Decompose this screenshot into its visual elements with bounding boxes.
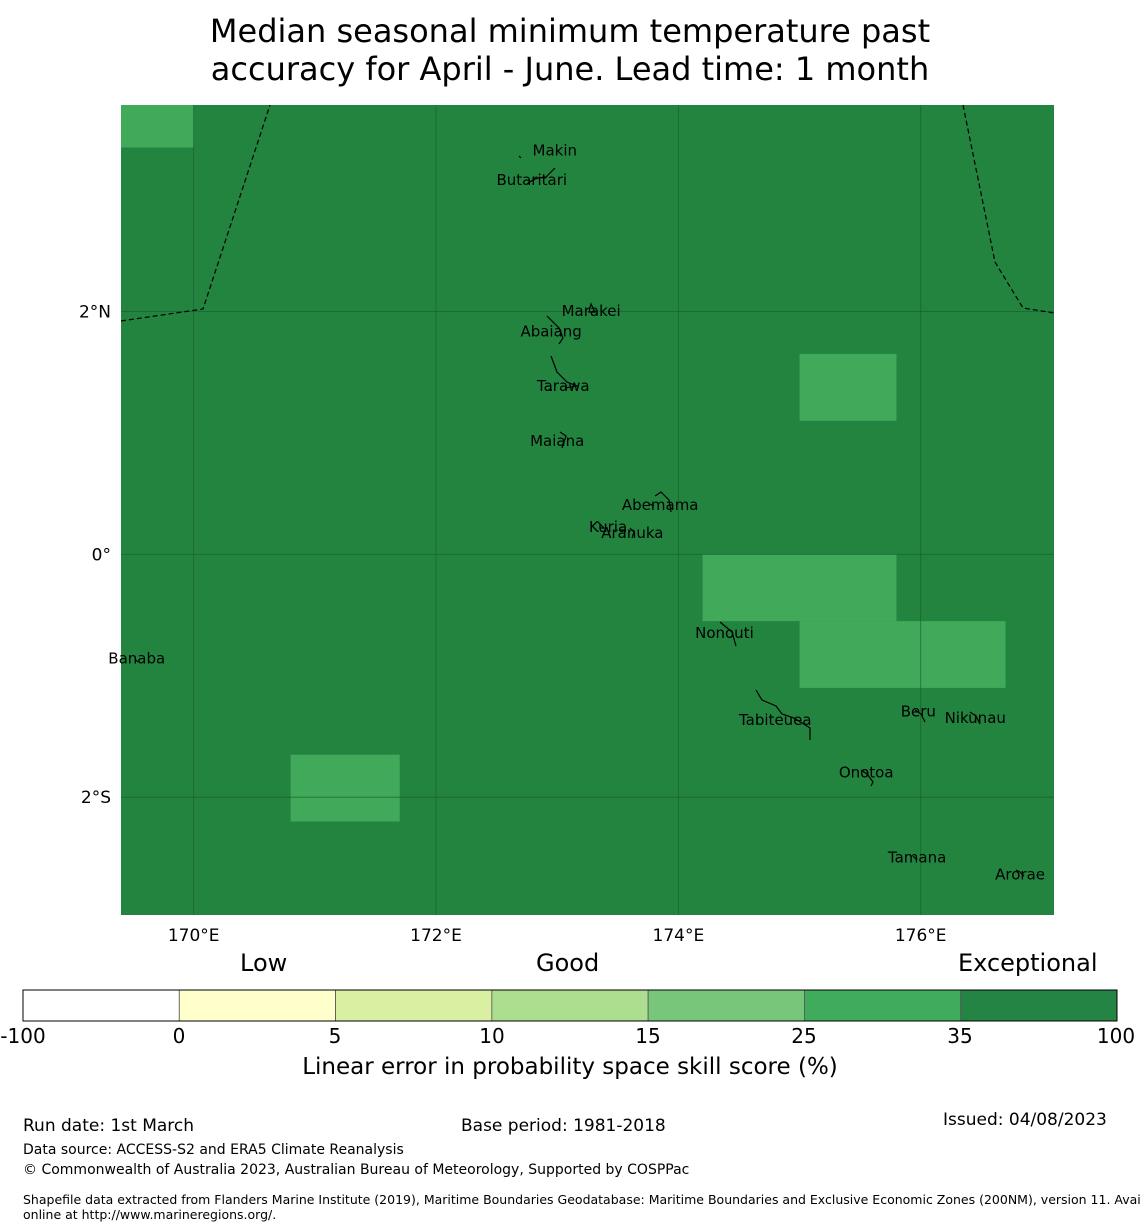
island-label: Onotoa bbox=[839, 763, 894, 781]
island-outline bbox=[755, 689, 811, 740]
colorbar-bin bbox=[960, 989, 1118, 1022]
map-background bbox=[121, 105, 1054, 915]
island-outline bbox=[914, 709, 926, 723]
colorbar-bin bbox=[804, 989, 962, 1022]
x-tick-label: 170°E bbox=[168, 926, 220, 946]
skill-cell bbox=[121, 105, 194, 148]
x-tick-label: 172°E bbox=[410, 926, 462, 946]
island-outline bbox=[969, 711, 981, 725]
island-label: Marakei bbox=[562, 302, 621, 320]
chart-title-line2: accuracy for April - June. Lead time: 1 … bbox=[210, 50, 930, 88]
issued-date: Issued: 04/08/2023 bbox=[943, 1110, 1107, 1130]
eez-boundary-west bbox=[120, 104, 271, 322]
base-period: Base period: 1981-2018 bbox=[461, 1116, 666, 1136]
colorbar-category-low: Low bbox=[240, 949, 288, 977]
skill-cell bbox=[702, 554, 897, 622]
island-label: Beru bbox=[901, 703, 936, 721]
colorbar-bin bbox=[491, 989, 649, 1022]
island-outline bbox=[526, 167, 556, 185]
skill-cell bbox=[290, 754, 400, 822]
data-source: Data source: ACCESS-S2 and ERA5 Climate … bbox=[23, 1142, 404, 1158]
island-outline bbox=[546, 315, 564, 345]
island-label: Tabiteuea bbox=[738, 711, 812, 729]
colorbar-tick: 25 bbox=[791, 1024, 817, 1048]
island-label: Nonouti bbox=[695, 624, 754, 642]
colorbar-tick: -100 bbox=[0, 1024, 46, 1048]
y-tick-label: 0° bbox=[92, 545, 111, 565]
island-outline bbox=[588, 302, 596, 313]
colorbar-tick: 15 bbox=[635, 1024, 661, 1048]
island-label: Aranuka bbox=[601, 524, 663, 542]
skill-cell bbox=[799, 621, 1006, 688]
island-outline bbox=[719, 621, 737, 647]
island-label: Tarawa bbox=[536, 377, 590, 395]
colorbar-tick: 35 bbox=[947, 1024, 973, 1048]
island-label: Abaiang bbox=[520, 323, 581, 341]
colorbar-category-good: Good bbox=[536, 949, 600, 977]
island-label: Butaritari bbox=[496, 171, 567, 189]
island-outline bbox=[649, 491, 672, 513]
island-outline bbox=[620, 527, 635, 539]
island-label: Kuria bbox=[589, 518, 627, 536]
island-outline bbox=[912, 855, 918, 861]
chart-title-line1: Median seasonal minimum temperature past bbox=[209, 12, 931, 50]
island-outline bbox=[559, 431, 567, 449]
colorbar-bin bbox=[22, 989, 180, 1022]
y-tick-label: 2°N bbox=[79, 302, 111, 322]
island-label: Banaba bbox=[108, 649, 165, 667]
island-label: Maiana bbox=[530, 432, 584, 450]
island-label: Arorae bbox=[995, 865, 1045, 883]
colorbar-tick: 0 bbox=[172, 1024, 186, 1048]
island-outline bbox=[518, 155, 522, 159]
island-outline bbox=[1015, 869, 1025, 877]
shapefile-credit-line1: Shapefile data extracted from Flanders M… bbox=[23, 1192, 1140, 1207]
colorbar-tick: 10 bbox=[479, 1024, 505, 1048]
colorbar-tick: 5 bbox=[328, 1024, 342, 1048]
colorbar-bin bbox=[335, 989, 493, 1022]
colorbar-category-exceptional: Exceptional bbox=[958, 949, 1098, 977]
skill-cell bbox=[799, 353, 897, 421]
island-outline bbox=[135, 659, 139, 663]
colorbar-tick: 100 bbox=[1096, 1024, 1136, 1048]
run-date: Run date: 1st March bbox=[23, 1116, 195, 1136]
x-tick-label: 176°E bbox=[895, 926, 947, 946]
colorbar-bin bbox=[647, 989, 805, 1022]
island-outline bbox=[860, 769, 874, 787]
island-label: Tamana bbox=[887, 848, 946, 866]
copyright: © Commonwealth of Australia 2023, Austra… bbox=[23, 1162, 690, 1178]
colorbar-title: Linear error in probability space skill … bbox=[302, 1054, 838, 1080]
x-tick-label: 174°E bbox=[653, 926, 705, 946]
island-label: Abemama bbox=[622, 496, 699, 514]
eez-boundary-east bbox=[962, 104, 1055, 314]
island-outline bbox=[548, 355, 580, 391]
colorbar-frame bbox=[22, 989, 1118, 1022]
island-label: Makin bbox=[533, 142, 578, 160]
island-outline bbox=[597, 521, 606, 529]
island-label: Nikunau bbox=[945, 709, 1006, 727]
y-tick-label: 2°S bbox=[81, 788, 111, 808]
colorbar-bin bbox=[178, 989, 336, 1022]
shapefile-credit-line2: online at http://www.marineregions.org/. bbox=[23, 1207, 277, 1222]
